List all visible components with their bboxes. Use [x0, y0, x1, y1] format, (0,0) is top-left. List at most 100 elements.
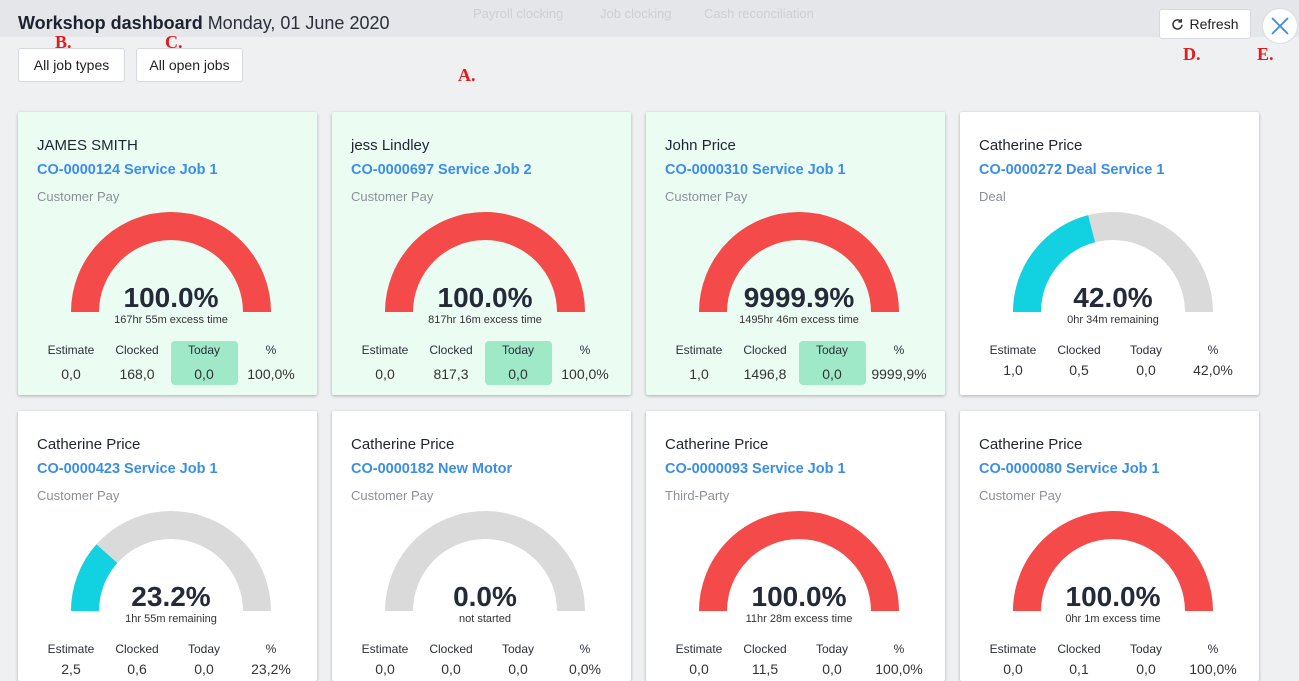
progress-gauge	[385, 212, 585, 313]
percent-label: %	[1207, 642, 1219, 656]
technician-name: Catherine Price	[979, 436, 1083, 453]
percent-value: 9999,9%	[871, 366, 927, 382]
gauge-fill	[1013, 215, 1096, 313]
percent-label: %	[579, 642, 591, 656]
progress-gauge	[385, 511, 585, 612]
estimate-value: 2,5	[61, 661, 81, 677]
percent-value: 100,0%	[875, 661, 923, 677]
gauge-percent: 100.0%	[751, 581, 847, 612]
open-jobs-filter[interactable]: All open jobs	[136, 48, 243, 82]
dashboard-date: Monday, 01 June 2020	[207, 13, 390, 33]
percent-value: 0,0%	[569, 661, 601, 677]
job-card[interactable]: Catherine Price CO-0000423 Service Job 1…	[18, 411, 317, 681]
estimate-value: 0,0	[375, 366, 395, 382]
estimate-value: 1,0	[1003, 362, 1023, 378]
job-card[interactable]: Catherine Price CO-0000093 Service Job 1…	[646, 411, 945, 681]
clocked-label: Clocked	[429, 343, 473, 357]
today-highlight	[171, 341, 238, 385]
refresh-button[interactable]: Refresh	[1159, 9, 1251, 39]
pay-type: Customer Pay	[37, 189, 120, 204]
estimate-label: Estimate	[47, 642, 95, 656]
gauge-fill	[699, 212, 899, 313]
percent-value: 23,2%	[251, 661, 291, 677]
job-number-link[interactable]: CO-0000423 Service Job 1	[37, 461, 218, 477]
job-card[interactable]: John Price CO-0000310 Service Job 1 Cust…	[646, 112, 945, 395]
time-status: 1hr 55m remaining	[125, 613, 217, 625]
estimate-value: 1,0	[689, 366, 709, 382]
today-value: 0,0	[822, 661, 842, 677]
job-number-link[interactable]: CO-0000272 Deal Service 1	[979, 162, 1165, 178]
today-label: Today	[1129, 642, 1163, 656]
job-card[interactable]: Catherine Price CO-0000080 Service Job 1…	[960, 411, 1259, 681]
clocked-label: Clocked	[1057, 343, 1101, 357]
clocked-value: 0,5	[1069, 362, 1089, 378]
dashboard-title: Workshop dashboard	[18, 13, 203, 33]
technician-name: JAMES SMITH	[37, 137, 138, 154]
gauge-fill	[699, 511, 899, 612]
today-label: Today	[501, 343, 535, 357]
background-nav-item: Job clocking	[600, 6, 672, 21]
close-button[interactable]	[1262, 8, 1298, 44]
estimate-label: Estimate	[361, 343, 409, 357]
annotation-marker-a: A.	[458, 65, 476, 85]
progress-gauge	[1013, 212, 1213, 313]
clocked-label: Clocked	[115, 343, 159, 357]
job-number-link[interactable]: CO-0000124 Service Job 1	[37, 162, 218, 178]
time-status: not started	[459, 613, 511, 625]
job-card[interactable]: jess Lindley CO-0000697 Service Job 2 Cu…	[332, 112, 631, 395]
percent-label: %	[893, 642, 905, 656]
clocked-value: 168,0	[119, 366, 155, 382]
clocked-value: 11,5	[751, 661, 779, 677]
job-number-link[interactable]: CO-0000182 New Motor	[351, 461, 513, 477]
job-number-link[interactable]: CO-0000310 Service Job 1	[665, 162, 846, 178]
estimate-label: Estimate	[989, 642, 1037, 656]
estimate-label: Estimate	[675, 343, 723, 357]
today-value: 0,0	[508, 661, 528, 677]
estimate-value: 0,0	[689, 661, 709, 677]
today-highlight	[799, 341, 866, 385]
percent-label: %	[265, 343, 277, 357]
job-card[interactable]: Catherine Price CO-0000272 Deal Service …	[960, 112, 1259, 395]
background-nav-item: Cash reconciliation	[704, 6, 814, 21]
percent-value: 100,0%	[247, 366, 295, 382]
pay-type: Customer Pay	[351, 488, 434, 503]
percent-label: %	[579, 343, 591, 357]
pay-type: Customer Pay	[979, 488, 1062, 503]
job-types-filter[interactable]: All job types	[18, 48, 125, 82]
pay-type: Customer Pay	[351, 189, 434, 204]
gauge-percent: 42.0%	[1073, 282, 1153, 313]
job-number-link[interactable]: CO-0000093 Service Job 1	[665, 461, 846, 477]
background-nav-bar	[0, 0, 1299, 37]
percent-value: 100,0%	[561, 366, 609, 382]
percent-value: 42,0%	[1193, 362, 1233, 378]
gauge-fill	[71, 212, 271, 313]
estimate-value: 0,0	[1003, 661, 1023, 677]
progress-gauge	[71, 511, 271, 612]
today-value: 0,0	[1136, 661, 1156, 677]
progress-gauge	[699, 511, 899, 612]
gauge-percent: 9999.9%	[743, 282, 855, 313]
clocked-value: 817,3	[433, 366, 469, 382]
clocked-value: 0,0	[441, 661, 461, 677]
job-card[interactable]: JAMES SMITH CO-0000124 Service Job 1 Cus…	[18, 112, 317, 395]
gauge-fill	[71, 544, 118, 612]
time-status: 167hr 55m excess time	[114, 314, 228, 326]
technician-name: Catherine Price	[665, 436, 769, 453]
job-number-link[interactable]: CO-0000080 Service Job 1	[979, 461, 1160, 477]
gauge-percent: 100.0%	[437, 282, 533, 313]
estimate-label: Estimate	[989, 343, 1037, 357]
time-status: 817hr 16m excess time	[428, 314, 542, 326]
clocked-value: 0,1	[1069, 661, 1089, 677]
percent-label: %	[893, 343, 905, 357]
time-status: 0hr 34m remaining	[1067, 314, 1159, 326]
annotation-marker-b: B.	[55, 32, 72, 52]
clocked-value: 0,6	[127, 661, 147, 677]
page-title: Workshop dashboard Monday, 01 June 2020	[18, 11, 390, 35]
technician-name: Catherine Price	[351, 436, 455, 453]
technician-name: jess Lindley	[351, 137, 430, 154]
percent-label: %	[1207, 343, 1219, 357]
progress-gauge	[699, 212, 899, 313]
job-number-link[interactable]: CO-0000697 Service Job 2	[351, 162, 532, 178]
job-card[interactable]: Catherine Price CO-0000182 New Motor Cus…	[332, 411, 631, 681]
progress-gauge	[71, 212, 271, 313]
